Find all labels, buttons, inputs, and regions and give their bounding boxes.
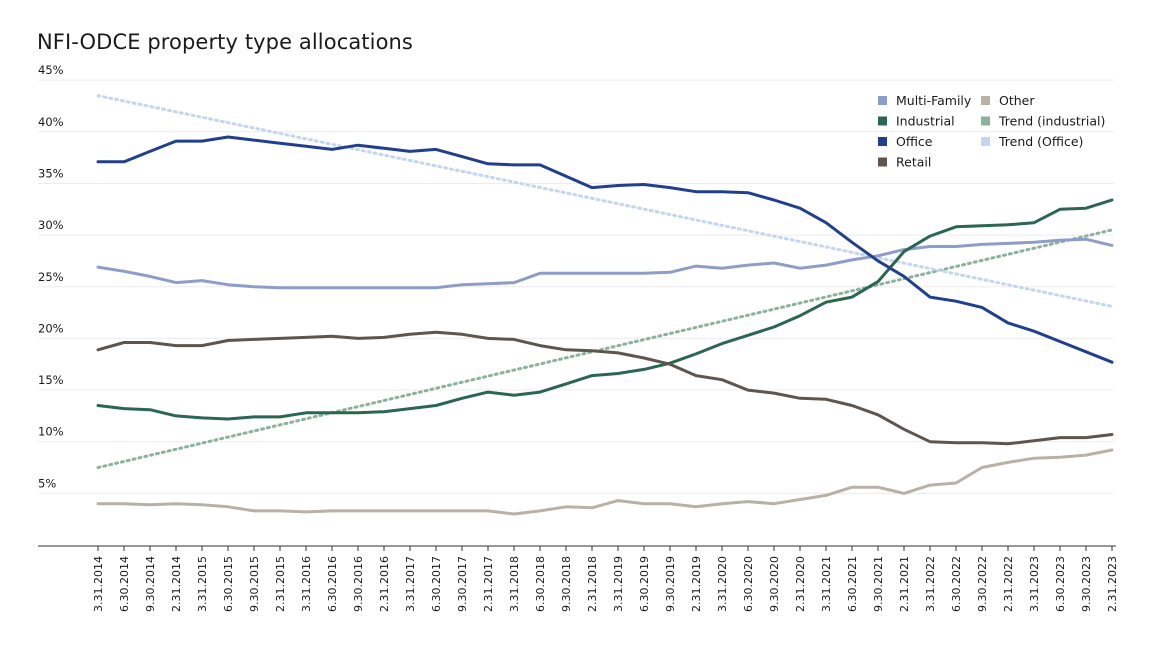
chart-title: NFI-ODCE property type allocations [37,30,413,54]
x-tick-label: 3.31.2018 [508,556,521,612]
x-tick-label: 9.30.2021 [872,556,885,612]
x-tick-label: 6.30.2021 [846,556,859,612]
legend-label: Trend (industrial) [998,114,1105,129]
trend-line-trend-industrial [96,228,1114,470]
x-tick-label: 9.30.2023 [1080,556,1093,612]
x-tick-label: 6.30.2015 [222,556,235,612]
x-tick-label: 3.31.2020 [716,556,729,612]
x-tick-label: 3.31.2014 [92,556,105,612]
y-tick-label: 30% [38,218,64,232]
y-tick-label: 35% [38,166,64,180]
y-tick-label: 25% [38,270,64,284]
x-tick-label: 3.31.2016 [300,556,313,612]
legend-swatch [878,157,887,167]
legend-swatch [878,137,887,146]
x-axis-ticks: 3.31.2014 6.30.2014 9.30.2014 2.31.2014 3.31… [92,546,1119,612]
x-tick-label: 6.30.2016 [326,556,339,612]
legend: Multi-Family Other Industrial Trend (indust… [878,93,1105,170]
x-tick-label: 2.31.2020 [794,556,807,612]
y-tick-label: 40% [38,115,64,129]
gridlines [38,79,1114,494]
y-tick-label: 20% [38,321,64,335]
legend-label: Industrial [896,114,955,129]
x-tick-label: 3.31.2023 [1028,556,1041,612]
legend-swatch [981,116,990,126]
series-line-multi-family [96,237,1114,290]
x-tick-label: 6.30.2023 [1054,556,1067,612]
x-tick-label: 9.30.2014 [144,556,157,612]
x-tick-label: 3.31.2021 [820,556,833,612]
x-tick-label: 2.31.2014 [170,556,183,612]
trend-line-trend-office [96,94,1114,308]
x-tick-label: 9.30.2016 [352,556,365,612]
legend-label: Multi-Family [896,93,972,108]
legend-label: Trend (Office) [998,134,1083,149]
y-axis-ticks: 5% 10% 15% 20% 25% 30% 35% 40% 45% [38,63,64,490]
x-tick-label: 3.31.2022 [924,556,937,612]
x-tick-label: 9.30.2017 [456,556,469,612]
x-tick-label: 6.30.2017 [430,556,443,612]
trend-lines [96,94,1114,470]
x-tick-label: 3.31.2019 [612,556,625,612]
x-tick-label: 2.31.2018 [586,556,599,612]
x-tick-label: 3.31.2017 [404,556,417,612]
legend-label: Retail [896,155,931,170]
series-line-industrial [96,198,1114,421]
y-tick-label: 15% [38,373,64,387]
series-line-office [96,135,1114,364]
legend-swatch [981,96,990,105]
series-lines [96,135,1114,516]
y-tick-label: 5% [38,476,56,490]
x-tick-label: 2.31.2021 [898,556,911,612]
legend-swatch [981,137,990,146]
x-tick-label: 6.30.2018 [534,556,547,612]
legend-swatch [878,116,887,126]
x-tick-label: 9.30.2015 [248,556,261,612]
legend-label: Office [896,134,933,149]
x-tick-label: 9.30.2019 [664,556,677,612]
x-tick-label: 6.30.2019 [638,556,651,612]
x-tick-label: 2.31.2015 [274,556,287,612]
x-tick-label: 2.31.2017 [482,556,495,612]
x-tick-label: 9.30.2018 [560,556,573,612]
x-tick-label: 6.30.2020 [742,556,755,612]
legend-label: Other [999,93,1035,108]
x-tick-label: 2.31.2023 [1106,556,1119,612]
x-tick-label: 9.30.2020 [768,556,781,612]
x-tick-label: 2.31.2016 [378,556,391,612]
x-tick-label: 9.30.2022 [976,556,989,612]
x-tick-label: 3.31.2015 [196,556,209,612]
x-tick-label: 6.30.2014 [118,556,131,612]
y-tick-label: 45% [38,63,64,77]
series-line-other [96,448,1114,516]
y-tick-label: 10% [38,425,64,439]
x-tick-label: 2.31.2022 [1002,556,1015,612]
series-line-retail [96,330,1114,446]
x-tick-label: 6.30.2022 [950,556,963,612]
x-tick-label: 2.31.2019 [690,556,703,612]
legend-swatch [878,96,887,105]
